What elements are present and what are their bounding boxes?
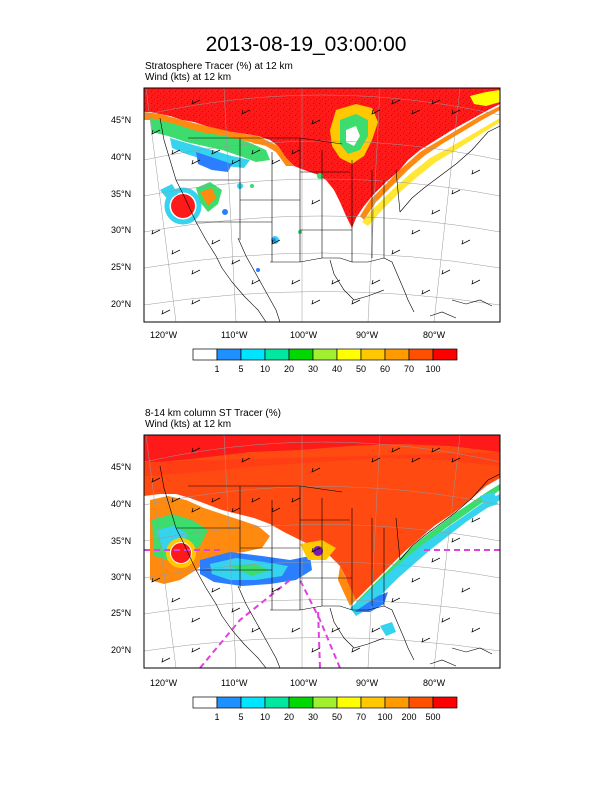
- panel1-label-line1: Stratosphere Tracer (%) at 12 km: [145, 61, 293, 72]
- panel2-wind-barbs: [151, 447, 481, 663]
- panel2-lat-label-45: 45°N: [111, 462, 131, 472]
- panel1-colorbar-label: 5: [238, 364, 243, 374]
- panel1-colorbar-box: [192, 348, 218, 361]
- panel1-lat-label-20: 20°N: [111, 299, 131, 309]
- panel1-lon-label-120: 120°W: [150, 330, 178, 340]
- panel2-colorbar-box: [312, 696, 338, 709]
- panel1-lat-label-35: 35°N: [111, 189, 131, 199]
- panel1-colorbar-box: [384, 348, 410, 361]
- panel2-header: 8-14 km column ST Tracer (%) Wind (kts) …: [145, 408, 281, 430]
- panel1-colorbar-box: [264, 348, 290, 361]
- panel1-lat-label-30: 30°N: [111, 225, 131, 235]
- panel1-colorbar-box: [432, 348, 458, 361]
- panel2-colorbar-label: 500: [425, 712, 440, 722]
- panel1-colorbar-box: [288, 348, 314, 361]
- panel1-wind-barbs: [151, 99, 481, 315]
- panel2-colorbar-box: [192, 696, 218, 709]
- panel1-colorbar-label: 1: [214, 364, 219, 374]
- panel2-lat-label-30: 30°N: [111, 572, 131, 582]
- panel2-colorbar-label: 10: [260, 712, 270, 722]
- panel2-label-line1: 8-14 km column ST Tracer (%): [145, 408, 281, 419]
- panel1-header: Stratosphere Tracer (%) at 12 km Wind (k…: [145, 61, 293, 83]
- panel1-lat-label-40: 40°N: [111, 152, 131, 162]
- panel1-lon-label-110: 110°W: [221, 330, 248, 340]
- panel1-map: 45°N 40°N 35°N 30°N 25°N 20°N 120°W 110°…: [111, 87, 501, 340]
- panel2-lat-label-40: 40°N: [111, 499, 131, 509]
- panel2-colorbar-label: 5: [238, 712, 243, 722]
- panel1-colorbar-label: 50: [356, 364, 366, 374]
- panel1-colorbar-box: [408, 348, 434, 361]
- panel2-lat-label-20: 20°N: [111, 645, 131, 655]
- panel1-colorbar-box: [312, 348, 338, 361]
- panel1-colorbar-box: [240, 348, 266, 361]
- panel2-colorbar-label: 30: [308, 712, 318, 722]
- panel2-colorbar-box: [264, 696, 290, 709]
- panel1-lon-label-90: 90°W: [356, 330, 379, 340]
- panel2-map-frame: [143, 434, 501, 669]
- panel2-label-line2: Wind (kts) at 12 km: [145, 419, 232, 430]
- panel2-colorbar-box: [360, 696, 386, 709]
- panel1-lon-label-80: 80°W: [423, 330, 446, 340]
- panel2-colorbar-box: [288, 696, 314, 709]
- panel1-colorbar-box: [336, 348, 362, 361]
- panel2-colorbar-label: 50: [332, 712, 342, 722]
- panel2-lat-label-35: 35°N: [111, 536, 131, 546]
- panel1-map-frame: [143, 87, 501, 323]
- panel2-colorbar-box: [336, 696, 362, 709]
- panel2-lon-label-120: 120°W: [150, 678, 178, 688]
- panel1-colorbar-box: [216, 348, 242, 361]
- panel2-lon-label-100: 100°W: [290, 678, 318, 688]
- panel1-colorbar-box: [360, 348, 386, 361]
- panel2-colorbar-box: [384, 696, 410, 709]
- panel2-lon-label-80: 80°W: [423, 678, 446, 688]
- panel2-colorbar-label: 20: [284, 712, 294, 722]
- panel1-colorbar-label: 30: [308, 364, 318, 374]
- panel1-lat-label-45: 45°N: [111, 115, 131, 125]
- panel2-colorbar-box: [432, 696, 458, 709]
- panel2-lon-label-90: 90°W: [356, 678, 379, 688]
- panel2-colorbar-box: [240, 696, 266, 709]
- panel1-colorbar-label: 100: [425, 364, 440, 374]
- main-title: 2013-08-19_03:00:00: [205, 33, 407, 56]
- panel2-colorbar-box: [408, 696, 434, 709]
- panel2-map: 45°N 40°N 35°N 30°N 25°N 20°N 120°W 110°…: [111, 434, 501, 688]
- panel1-colorbar: 1 5 10 20 30 40 50 60 70 100: [192, 348, 458, 374]
- panel1-lon-label-100: 100°W: [290, 330, 318, 340]
- panel1-label-line2: Wind (kts) at 12 km: [145, 72, 232, 83]
- panel2-colorbar-label: 70: [356, 712, 366, 722]
- panel1-colorbar-label: 20: [284, 364, 294, 374]
- panel1-colorbar-label: 10: [260, 364, 270, 374]
- panel1-colorbar-label: 70: [404, 364, 414, 374]
- panel1-colorbar-label: 40: [332, 364, 342, 374]
- panel1-colorbar-label: 60: [380, 364, 390, 374]
- panel2-colorbar: 1 5 10 20 30 50 70 100 200 500: [192, 696, 458, 722]
- panel2-lon-label-110: 110°W: [221, 678, 248, 688]
- panel1-lat-label-25: 25°N: [111, 262, 131, 272]
- panel2-colorbar-label: 1: [214, 712, 219, 722]
- panel2-trough-lines: [144, 549, 500, 668]
- panel2-lat-label-25: 25°N: [111, 608, 131, 618]
- panel2-colorbar-label: 200: [401, 712, 416, 722]
- panel2-colorbar-label: 100: [377, 712, 392, 722]
- panel2-colorbar-box: [216, 696, 242, 709]
